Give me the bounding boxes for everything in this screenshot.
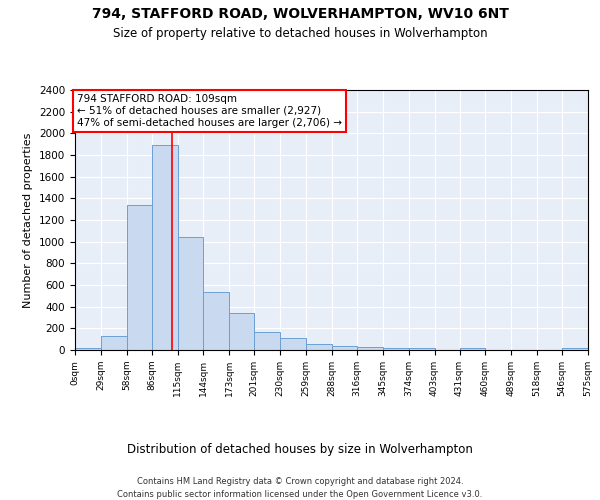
Text: 794 STAFFORD ROAD: 109sqm
← 51% of detached houses are smaller (2,927)
47% of se: 794 STAFFORD ROAD: 109sqm ← 51% of detac… xyxy=(77,94,342,128)
Bar xyxy=(332,346,357,350)
Bar xyxy=(357,347,383,350)
Bar xyxy=(409,348,434,350)
Bar xyxy=(75,348,101,350)
Text: Contains public sector information licensed under the Open Government Licence v3: Contains public sector information licen… xyxy=(118,490,482,499)
Bar xyxy=(152,145,178,350)
Bar xyxy=(383,348,409,350)
Bar xyxy=(178,238,203,350)
Bar xyxy=(280,338,306,350)
Y-axis label: Number of detached properties: Number of detached properties xyxy=(23,132,34,308)
Bar xyxy=(254,332,280,350)
Text: Contains HM Land Registry data © Crown copyright and database right 2024.: Contains HM Land Registry data © Crown c… xyxy=(137,478,463,486)
Bar xyxy=(229,313,254,350)
Bar xyxy=(101,336,127,350)
Bar xyxy=(203,292,229,350)
Text: Distribution of detached houses by size in Wolverhampton: Distribution of detached houses by size … xyxy=(127,442,473,456)
Bar xyxy=(460,348,485,350)
Bar xyxy=(562,348,588,350)
Bar xyxy=(306,344,332,350)
Text: Size of property relative to detached houses in Wolverhampton: Size of property relative to detached ho… xyxy=(113,28,487,40)
Text: 794, STAFFORD ROAD, WOLVERHAMPTON, WV10 6NT: 794, STAFFORD ROAD, WOLVERHAMPTON, WV10 … xyxy=(92,8,508,22)
Bar xyxy=(127,205,152,350)
